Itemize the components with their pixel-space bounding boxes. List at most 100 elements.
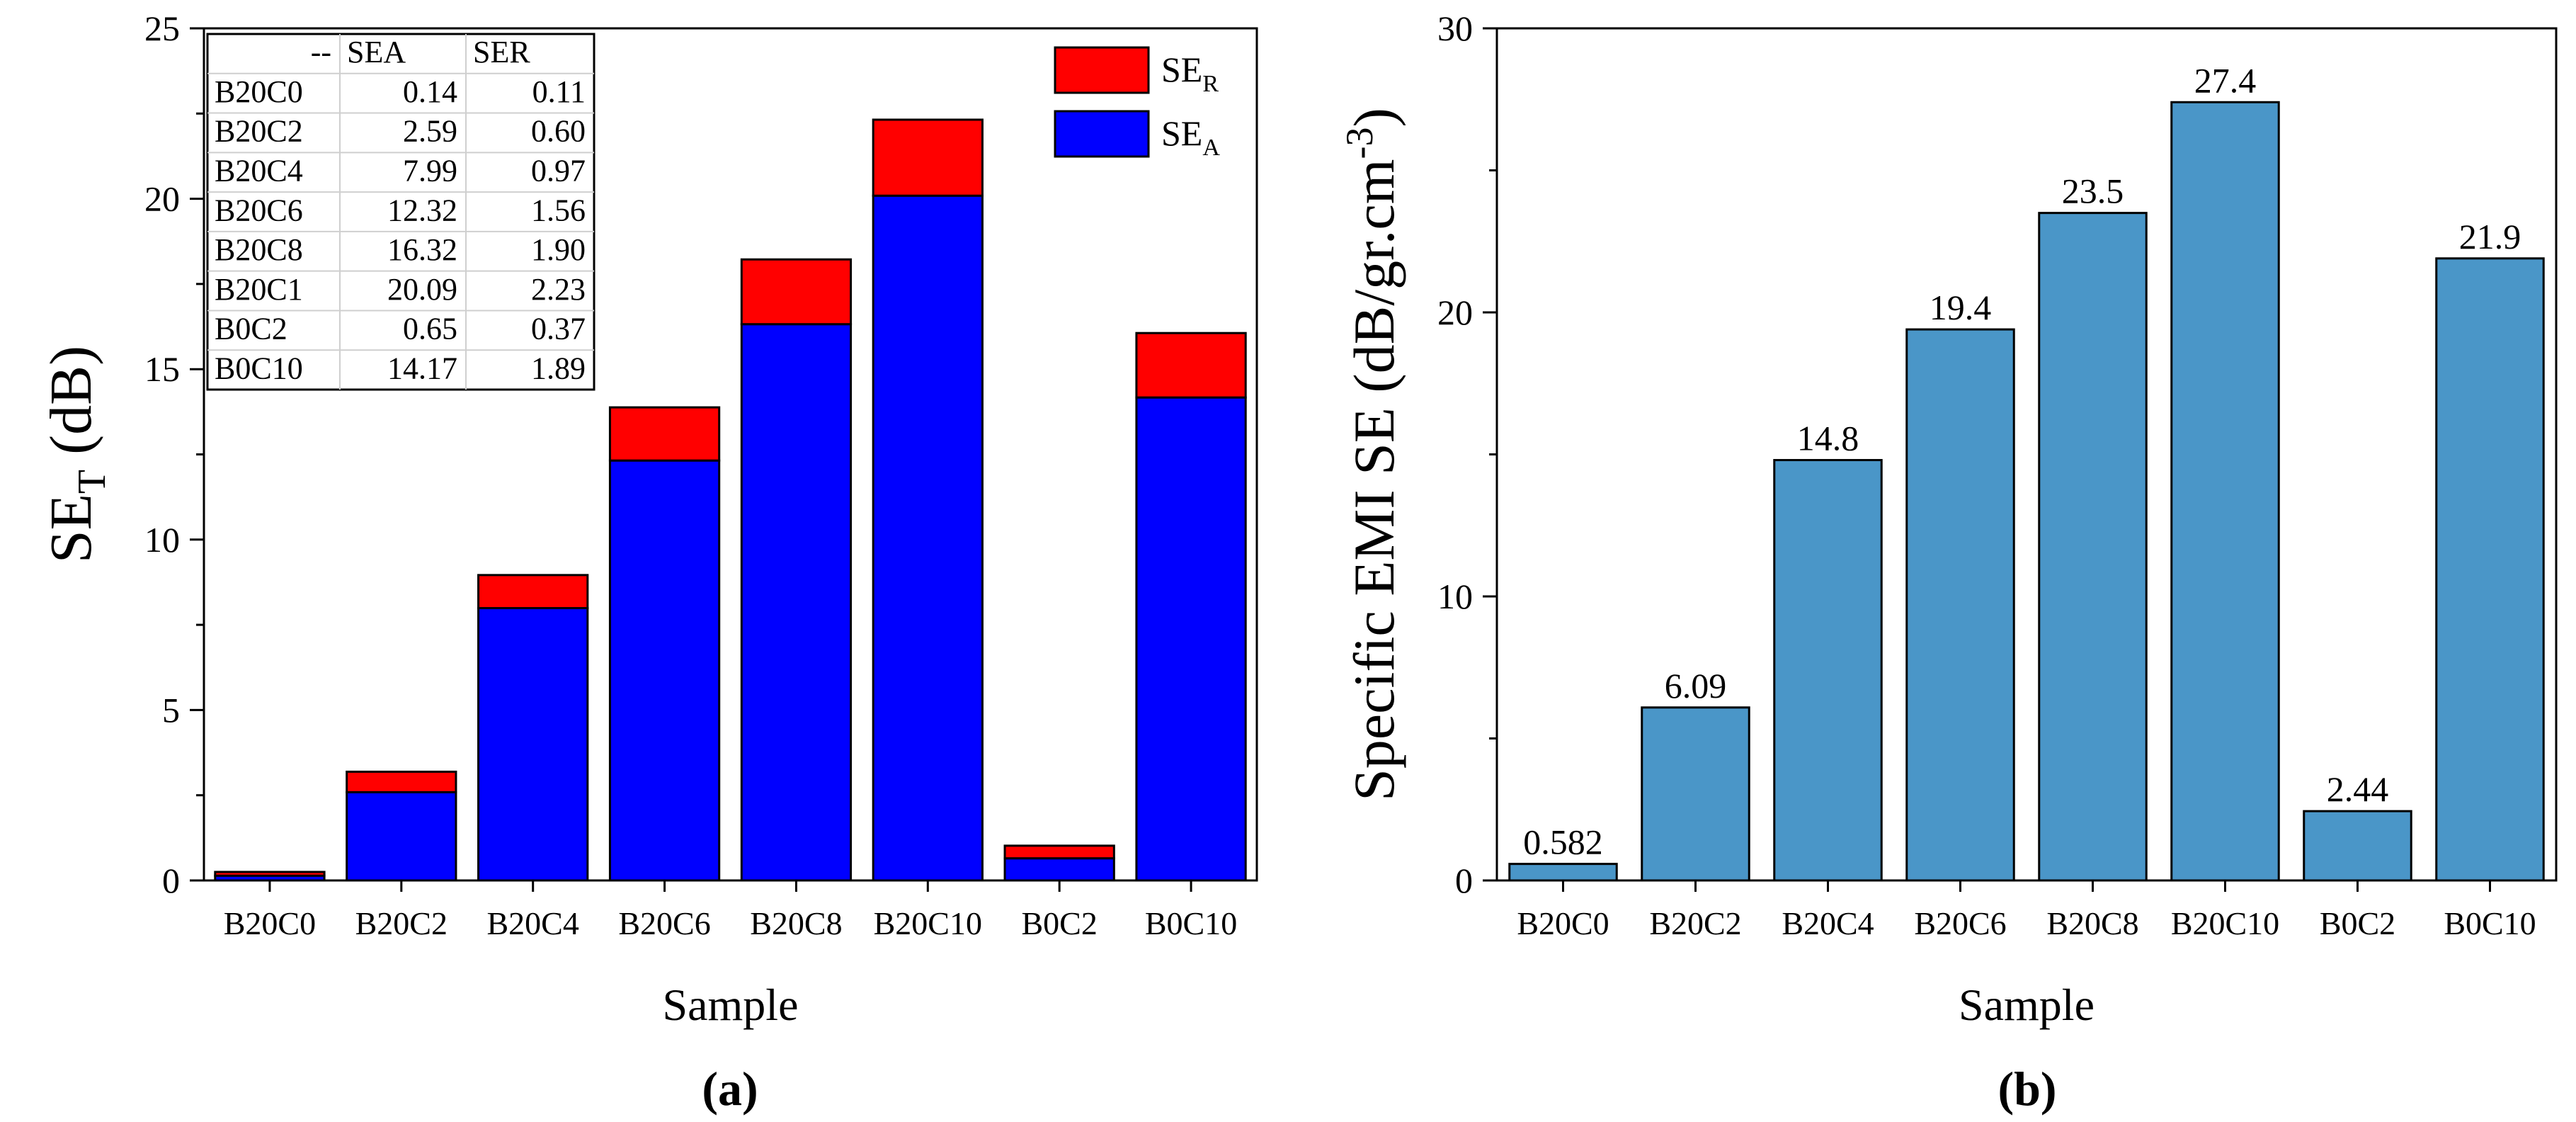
y-tick-label: 10 — [144, 520, 180, 560]
y-tick-label: 0 — [162, 861, 180, 900]
bar-b0c2 — [2303, 810, 2412, 882]
x-tick-label: B0C10 — [2444, 905, 2536, 941]
x-axis-label: Sample — [1959, 980, 2095, 1030]
bar-sea-b0c2 — [1003, 857, 1115, 882]
y-tick-label: 0 — [1455, 861, 1473, 900]
y-axis-label-unit: (dB) — [38, 346, 104, 470]
bar-sea-b20c2 — [346, 790, 457, 882]
x-tick-label: B20C10 — [874, 905, 982, 941]
bar-ser-b20c2 — [346, 770, 457, 793]
bar-value-label: 14.8 — [1797, 419, 1859, 458]
table-cell: 0.60 — [531, 114, 586, 149]
bar-sea-b0c10 — [1135, 396, 1247, 882]
panel-b: 0.582 B20C0 6.09 B20C2 14.8 B20C4 19.4 B20C6 23.… — [1338, 8, 2558, 1116]
y-axis-label-subscript: T — [70, 470, 114, 494]
x-tick-label: B0C2 — [1022, 905, 1098, 941]
bar-ser-b20c0 — [214, 871, 326, 877]
table-cell: B20C1 — [215, 272, 303, 307]
bar-value-label: 2.44 — [2327, 769, 2389, 809]
legend-label-base: SE — [1161, 113, 1202, 153]
x-tick-label: B0C2 — [2320, 905, 2395, 941]
panel-label: (b) — [1997, 1062, 2056, 1116]
y-tick-label: 25 — [144, 8, 180, 48]
table-cell: 0.65 — [403, 312, 457, 346]
y-tick-label: 20 — [1437, 293, 1473, 332]
data-table — [206, 33, 595, 391]
y-axis-label-base: Specific EMI SE (dB/gr.cm — [1342, 159, 1406, 800]
table-cell: 2.23 — [531, 272, 586, 307]
table-cell: 7.99 — [403, 153, 457, 188]
bar-sea-b20c4 — [477, 607, 589, 882]
x-axis-label: Sample — [663, 980, 799, 1030]
table-cell: B0C2 — [215, 312, 287, 346]
legend-label-sea: SEA — [1161, 113, 1220, 161]
table-cell: 0.37 — [531, 312, 586, 346]
x-tick-label: B20C8 — [2046, 905, 2138, 941]
bar-value-label: 6.09 — [1665, 666, 1727, 706]
x-tick-label: B0C10 — [1145, 905, 1237, 941]
table-cell: B20C6 — [215, 193, 303, 227]
bar-ser-b20c10 — [872, 118, 984, 197]
y-tick-label: 15 — [144, 349, 180, 389]
x-tick-label: B20C4 — [1782, 905, 1874, 941]
y-tick-label: 5 — [162, 690, 180, 730]
table-cell: 1.56 — [531, 193, 586, 227]
table-cell: 2.59 — [403, 114, 457, 149]
bar-ser-b0c2 — [1003, 844, 1115, 860]
bar-b20c8 — [2038, 212, 2148, 882]
table-header-cell: SEA — [347, 35, 406, 69]
panel-a: B20C0 B20C2 B20C4 B20C6 B20C8 B20C10 B0C2 B0C10… — [38, 8, 1258, 1116]
bar-sea-b20c8 — [740, 323, 853, 882]
table-cell: 1.89 — [531, 351, 586, 385]
table-cell: B0C10 — [215, 351, 303, 385]
bar-sea-b20c10 — [872, 194, 984, 882]
table-cell: B20C8 — [215, 232, 303, 267]
y-tick-label: 30 — [1437, 8, 1473, 48]
x-tick-label: B20C4 — [487, 905, 579, 941]
bar-b20c6 — [1905, 328, 2015, 882]
x-tick-label: B20C6 — [618, 905, 710, 941]
table-header-cell: SER — [473, 35, 530, 69]
x-tick-label: B20C10 — [2171, 905, 2279, 941]
bar-value-label: 19.4 — [1930, 288, 1992, 327]
panel-label: (a) — [702, 1062, 758, 1116]
table-cell: 12.32 — [387, 193, 457, 227]
bar-ser-b20c8 — [740, 258, 853, 326]
y-axis-label: Specific EMI SE (dB/gr.cm-3) — [1338, 108, 1406, 801]
y-axis-label: SET (dB) — [38, 346, 114, 563]
x-tick-label: B20C2 — [355, 905, 448, 941]
table-cell: 0.97 — [531, 153, 586, 188]
table-cell: B20C4 — [215, 153, 303, 188]
bar-ser-b20c4 — [477, 574, 589, 610]
legend-swatch-ser — [1054, 46, 1150, 94]
table-cell: 0.11 — [532, 74, 586, 109]
table-cell: 1.90 — [531, 232, 586, 267]
x-tick-label: B20C0 — [1517, 905, 1609, 941]
table-cell: 20.09 — [387, 272, 457, 307]
bar-b20c4 — [1773, 459, 1883, 882]
legend-label-subscript: R — [1202, 71, 1219, 97]
x-tick-label: B20C2 — [1649, 905, 1741, 941]
legend-swatch-sea — [1054, 110, 1150, 158]
bar-ser-b20c6 — [608, 406, 721, 462]
legend-label-subscript: A — [1202, 135, 1220, 161]
bar-sea-b20c6 — [608, 459, 721, 882]
bar-value-label: 21.9 — [2459, 217, 2521, 256]
bar-value-label: 0.582 — [1523, 822, 1603, 862]
y-axis-label-superscript: -3 — [1338, 127, 1381, 159]
bar-b20c2 — [1641, 706, 1750, 882]
bar-value-label: 27.4 — [2194, 60, 2257, 100]
table-header-cell: -- — [311, 35, 331, 69]
y-tick-label: 20 — [144, 179, 180, 219]
bar-b20c10 — [2170, 101, 2280, 882]
legend-label-base: SE — [1161, 50, 1202, 89]
bar-b20c0 — [1508, 863, 1618, 882]
bar-ser-b0c10 — [1135, 332, 1247, 399]
x-tick-label: B20C8 — [750, 905, 842, 941]
table-cell: B20C2 — [215, 114, 303, 149]
table-cell: 16.32 — [387, 232, 457, 267]
x-tick-label: B20C6 — [1914, 905, 2006, 941]
table-cell: 0.14 — [403, 74, 457, 109]
